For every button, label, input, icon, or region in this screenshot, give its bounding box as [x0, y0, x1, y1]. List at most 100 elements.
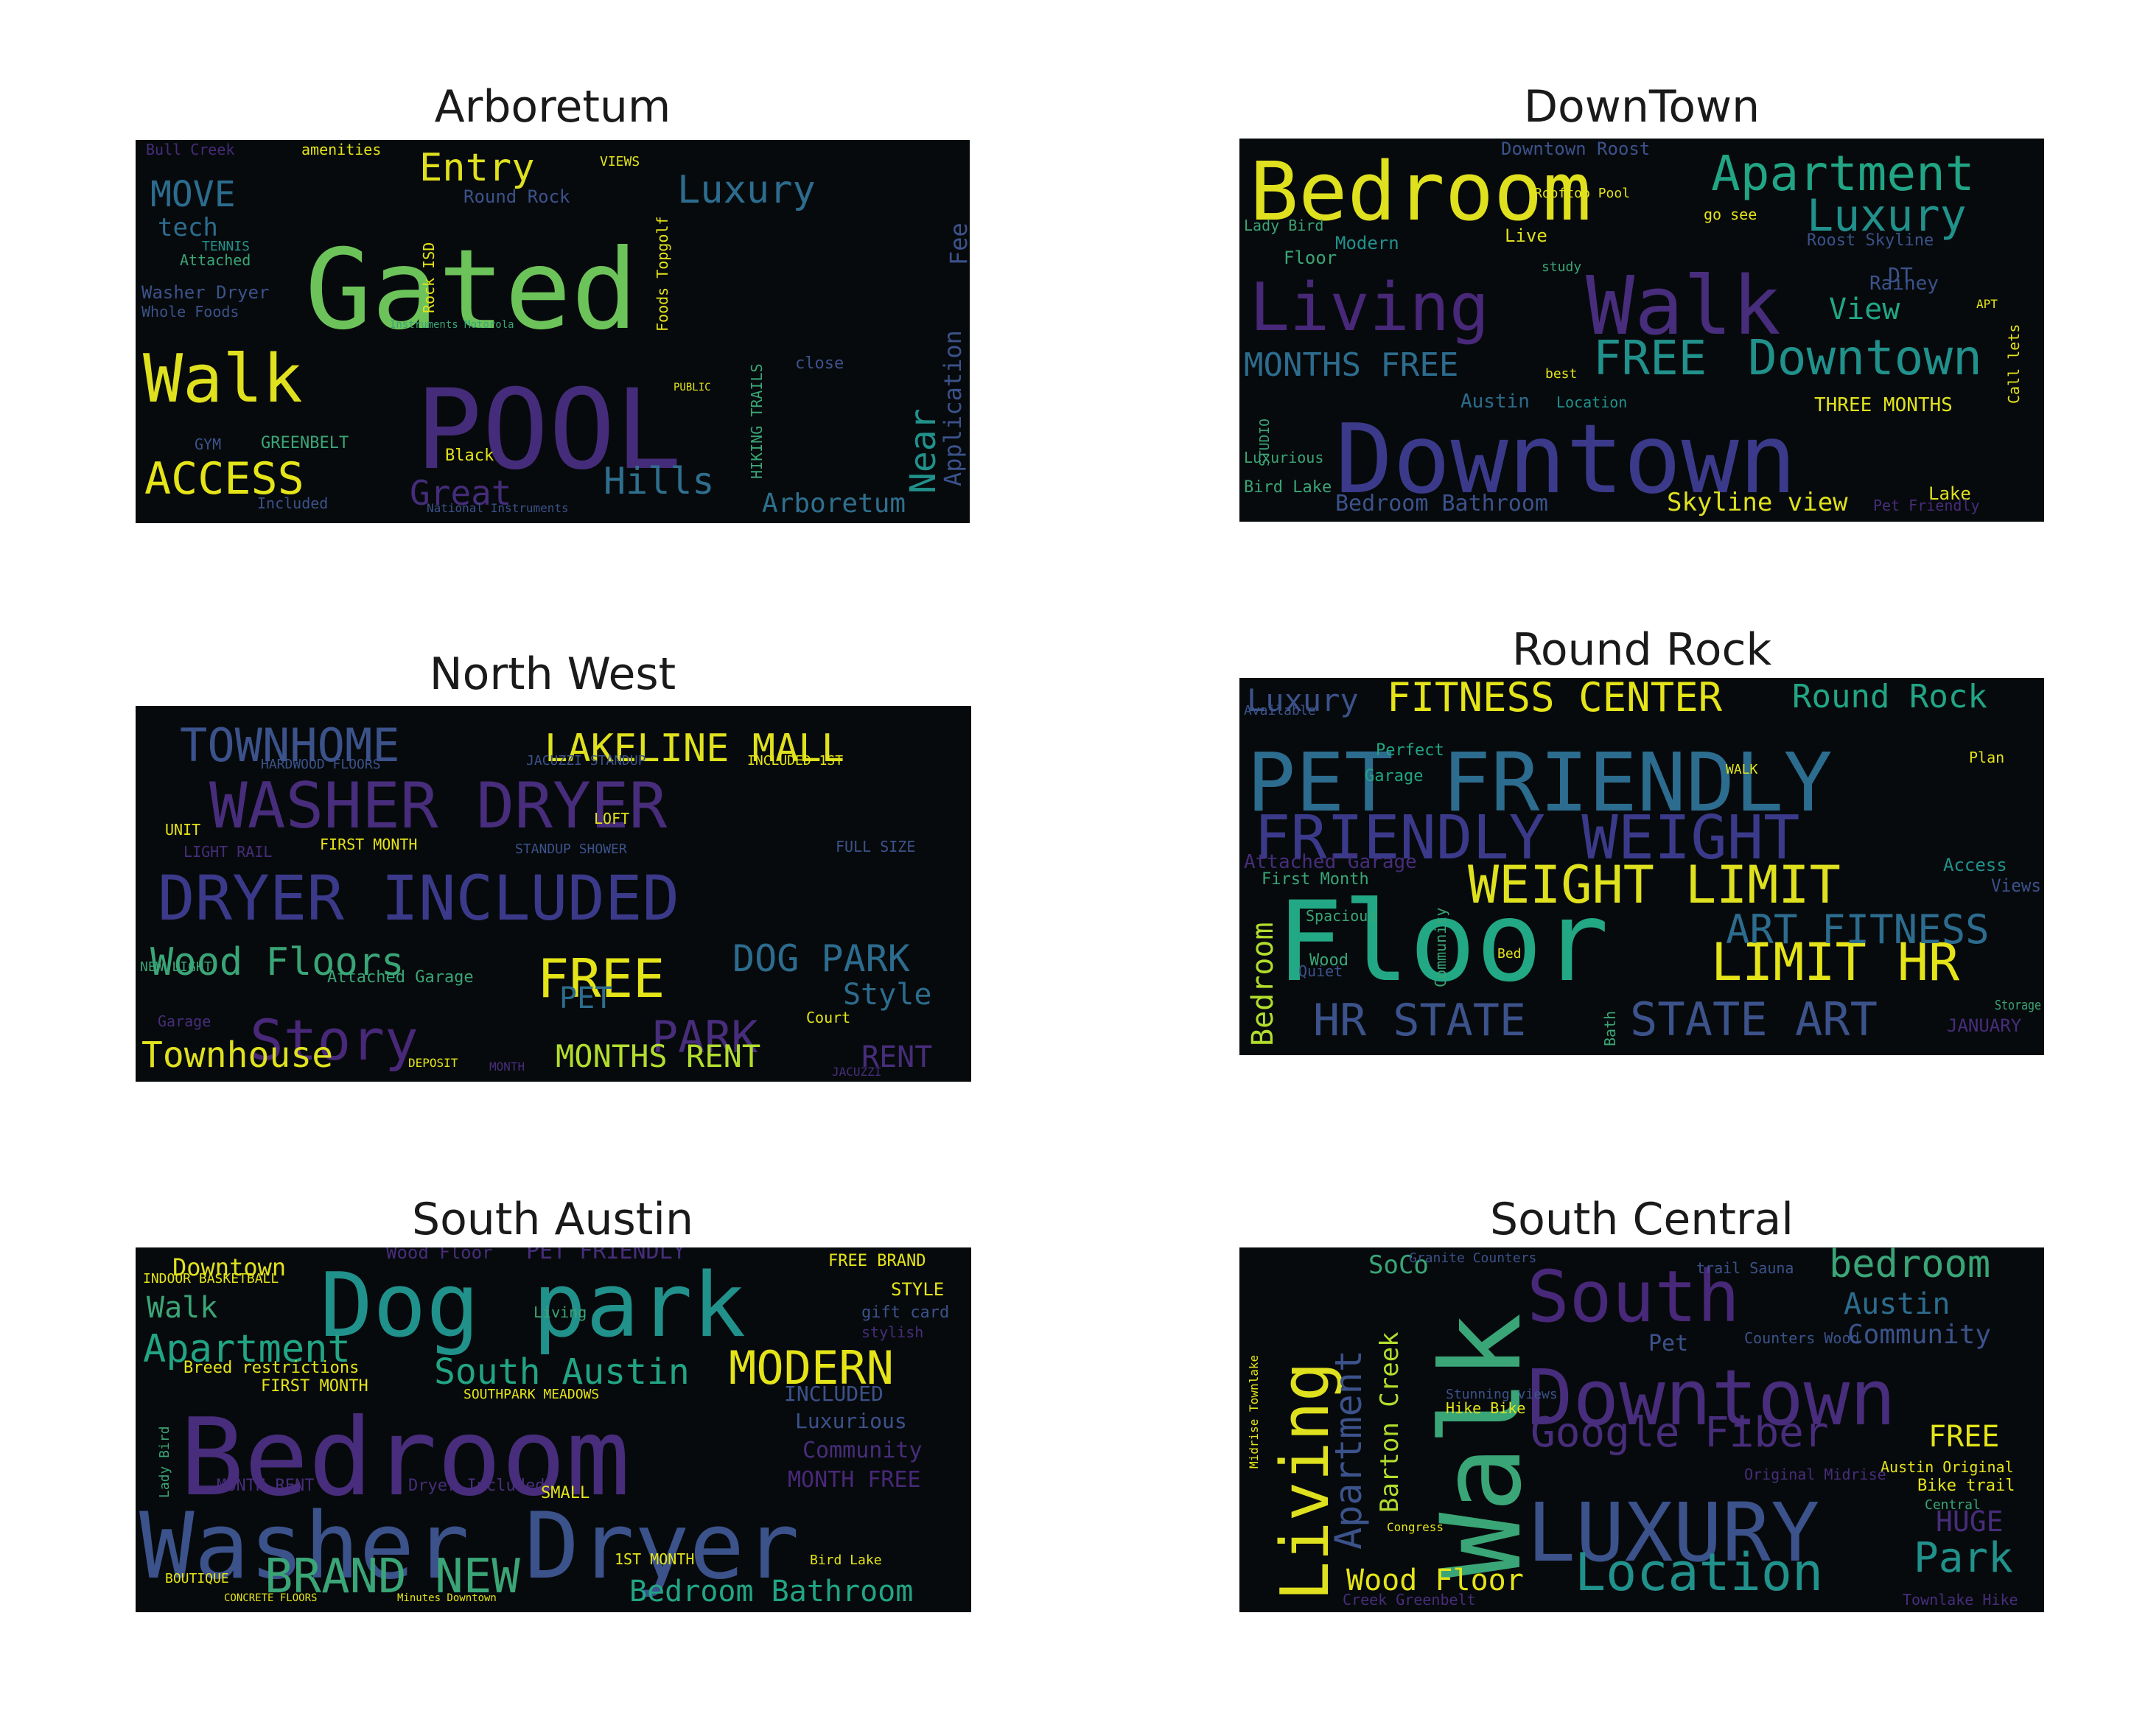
word: Community: [1847, 1320, 1991, 1350]
word: Live: [1505, 225, 1547, 246]
word: Court: [806, 1009, 850, 1026]
word: INDOOR BASKETBALL: [143, 1271, 279, 1287]
word: Community: [1432, 908, 1449, 987]
word: HARDWOOD FLOORS: [261, 757, 381, 772]
word: National Instruments: [427, 501, 569, 515]
word: Modern: [1335, 233, 1399, 253]
word: Bird Lake: [1244, 478, 1332, 497]
word: Plan: [1969, 749, 2004, 766]
word: Walk: [147, 1291, 217, 1325]
word: close: [795, 354, 844, 373]
word: Washer Dryer: [141, 282, 269, 303]
word: HIKING TRAILS: [748, 363, 766, 479]
word: bedroom: [1829, 1247, 1990, 1287]
word: Downtown Roost: [1501, 139, 1650, 159]
word: MONTH FREE: [788, 1467, 921, 1493]
word: trail Sauna: [1696, 1259, 1794, 1277]
word: Rooftop Pool: [1534, 186, 1630, 201]
wordcloud-downtown: BedroomDowntownWalkLivingApartmentLuxury…: [1239, 139, 2044, 522]
word: Bedroom Bathroom: [1335, 491, 1548, 517]
word: GYM: [195, 435, 221, 453]
word: Spacious: [1306, 907, 1376, 925]
word: MOVE: [150, 174, 236, 215]
word: THREE MONTHS: [1814, 394, 1953, 416]
word: Community: [802, 1438, 923, 1463]
word: FIRST MONTH: [320, 836, 417, 853]
word: Gated: [305, 226, 638, 354]
word: Bull Creek: [146, 141, 234, 158]
word: DOG PARK: [732, 937, 910, 980]
word: Bath: [1601, 1011, 1619, 1046]
word: Location: [1556, 393, 1627, 411]
word: Application: [939, 330, 967, 486]
word: HR STATE: [1313, 995, 1526, 1046]
word: Bed: [1497, 946, 1522, 962]
word: Perfect: [1376, 741, 1444, 760]
word: MONTH RENT: [217, 1477, 314, 1495]
word: Google Fiber: [1530, 1409, 1829, 1457]
word: FITNESS CENTER: [1387, 678, 1723, 721]
word: LOFT: [594, 810, 629, 827]
panel-title-south-central: South Central: [1490, 1197, 1794, 1242]
word: Minutes Downtown: [397, 1592, 497, 1604]
word: PET FRIENDLY: [526, 1247, 686, 1264]
word: WASHER DRYER: [209, 769, 668, 843]
wordcloud-panel-north-west: WASHER DRYER DRYER INCLUDED TOWNHOME LAKELI…: [136, 706, 971, 1082]
word: FREE: [1593, 332, 1707, 386]
word: Stunning views: [1446, 1387, 1558, 1402]
word: Black: [445, 447, 494, 465]
word: Style: [843, 978, 931, 1012]
word: Living: [534, 1303, 587, 1321]
word: ART FITNESS: [1726, 906, 1990, 953]
word: Wood Floor: [386, 1247, 493, 1263]
word: Bird Lake: [810, 1553, 882, 1568]
word: Quiet: [1298, 962, 1343, 980]
word: Hills: [604, 460, 715, 503]
wordcloud-panel-arboretum: Gated POOL Walk ACCESS Luxury Entry MOVE Hills G…: [136, 140, 970, 523]
word: Townlake Hike: [1903, 1591, 2018, 1609]
word: Pet: [1648, 1331, 1688, 1357]
word: FULL SIZE: [836, 838, 915, 855]
word: Counters Wood: [1744, 1329, 1860, 1347]
word: Garage: [1365, 767, 1423, 785]
word: Dryer Included: [408, 1477, 545, 1495]
word: Pet Friendly: [1873, 497, 1980, 514]
word: SOUTHPARK MEADOWS: [463, 1387, 599, 1402]
word: Roost Skyline: [1807, 231, 1934, 250]
panel-title-south-austin: South Austin: [412, 1197, 693, 1242]
word: Dog park: [320, 1255, 746, 1357]
word: Call lets: [2005, 324, 2023, 404]
word: Location: [1575, 1542, 1823, 1603]
word: WALK: [1726, 762, 1758, 777]
word: Access: [1943, 855, 2007, 875]
word: Included: [257, 494, 328, 512]
word: INCLUDED 1ST: [747, 753, 843, 769]
word: 1ST MONTH: [615, 1550, 694, 1568]
word: Congress: [1387, 1520, 1444, 1534]
word: CONCRETE FLOORS: [224, 1592, 317, 1604]
word: Storage: [1995, 998, 2041, 1013]
word: STANDUP SHOWER: [515, 841, 627, 857]
word: Skyline view: [1667, 488, 1848, 517]
word: GREENBELT: [261, 434, 349, 452]
word: PET: [559, 981, 612, 1015]
word: Bedroom: [1246, 922, 1280, 1046]
panel-title-downtown: DownTown: [1524, 85, 1760, 129]
word: Austin: [1460, 391, 1530, 413]
word: NEW LIGHT: [140, 959, 212, 975]
word: stylish: [861, 1323, 923, 1341]
word: STATE ART: [1630, 993, 1878, 1046]
word: Barton Creek: [1375, 1331, 1404, 1513]
word: Lady Bird: [1244, 217, 1323, 234]
word: Bedroom Bathroom: [629, 1575, 913, 1609]
word: First Month: [1262, 870, 1369, 889]
wordcloud-panel-south-central: Walk Downtown LUXURY South Living Location Goo…: [1239, 1247, 2044, 1612]
word: Foods Topgolf: [654, 216, 671, 332]
word: BOUTIQUE: [165, 1571, 229, 1586]
word: SMALL: [541, 1484, 590, 1502]
word: JANUARY: [1947, 1015, 2022, 1036]
word: Townhouse: [141, 1035, 333, 1076]
wordcloud-south-central: WalkDowntownLUXURYSouthLiving LocationGoo…: [1239, 1247, 2044, 1612]
